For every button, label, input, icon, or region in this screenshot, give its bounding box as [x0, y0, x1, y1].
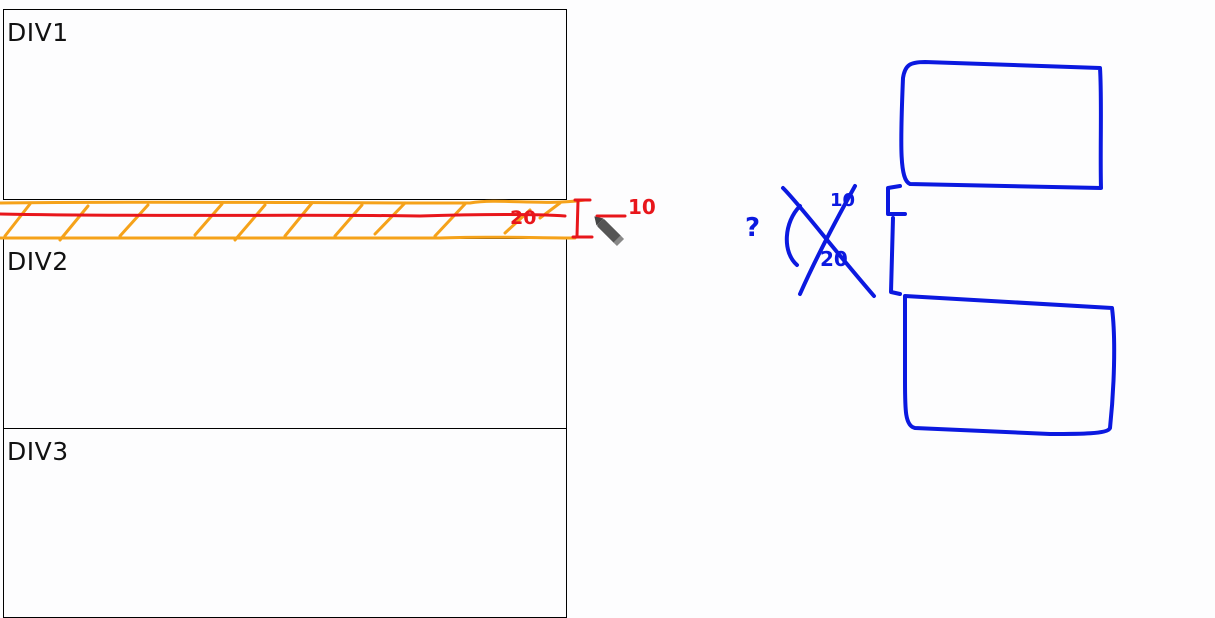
div1-label: DIV1	[7, 18, 69, 47]
blue-top-box	[899, 60, 1103, 190]
blue-cross-b	[798, 184, 857, 296]
div3-label: DIV3	[7, 437, 69, 466]
red-gap-small-text: 10	[628, 195, 656, 219]
red-gap-large-text: 20	[510, 207, 536, 229]
blue-paren	[784, 204, 802, 267]
div1-box: DIV1	[3, 9, 567, 200]
orange-gap-band	[0, 198, 587, 242]
div2-label: DIV2	[7, 247, 69, 276]
div3-box: DIV3	[3, 428, 567, 618]
blue-gap-bracket	[886, 184, 907, 296]
blue-sketch	[781, 60, 1117, 436]
pen-cursor-icon	[594, 216, 625, 247]
blue-question-mark: ?	[745, 213, 760, 243]
blue-bottom-box	[903, 294, 1117, 436]
blue-crossed-large-text: 20	[820, 247, 848, 271]
red-measure-marks	[0, 198, 627, 239]
blue-cross-a	[781, 186, 876, 298]
blue-crossed-small-text: 10	[830, 190, 855, 211]
